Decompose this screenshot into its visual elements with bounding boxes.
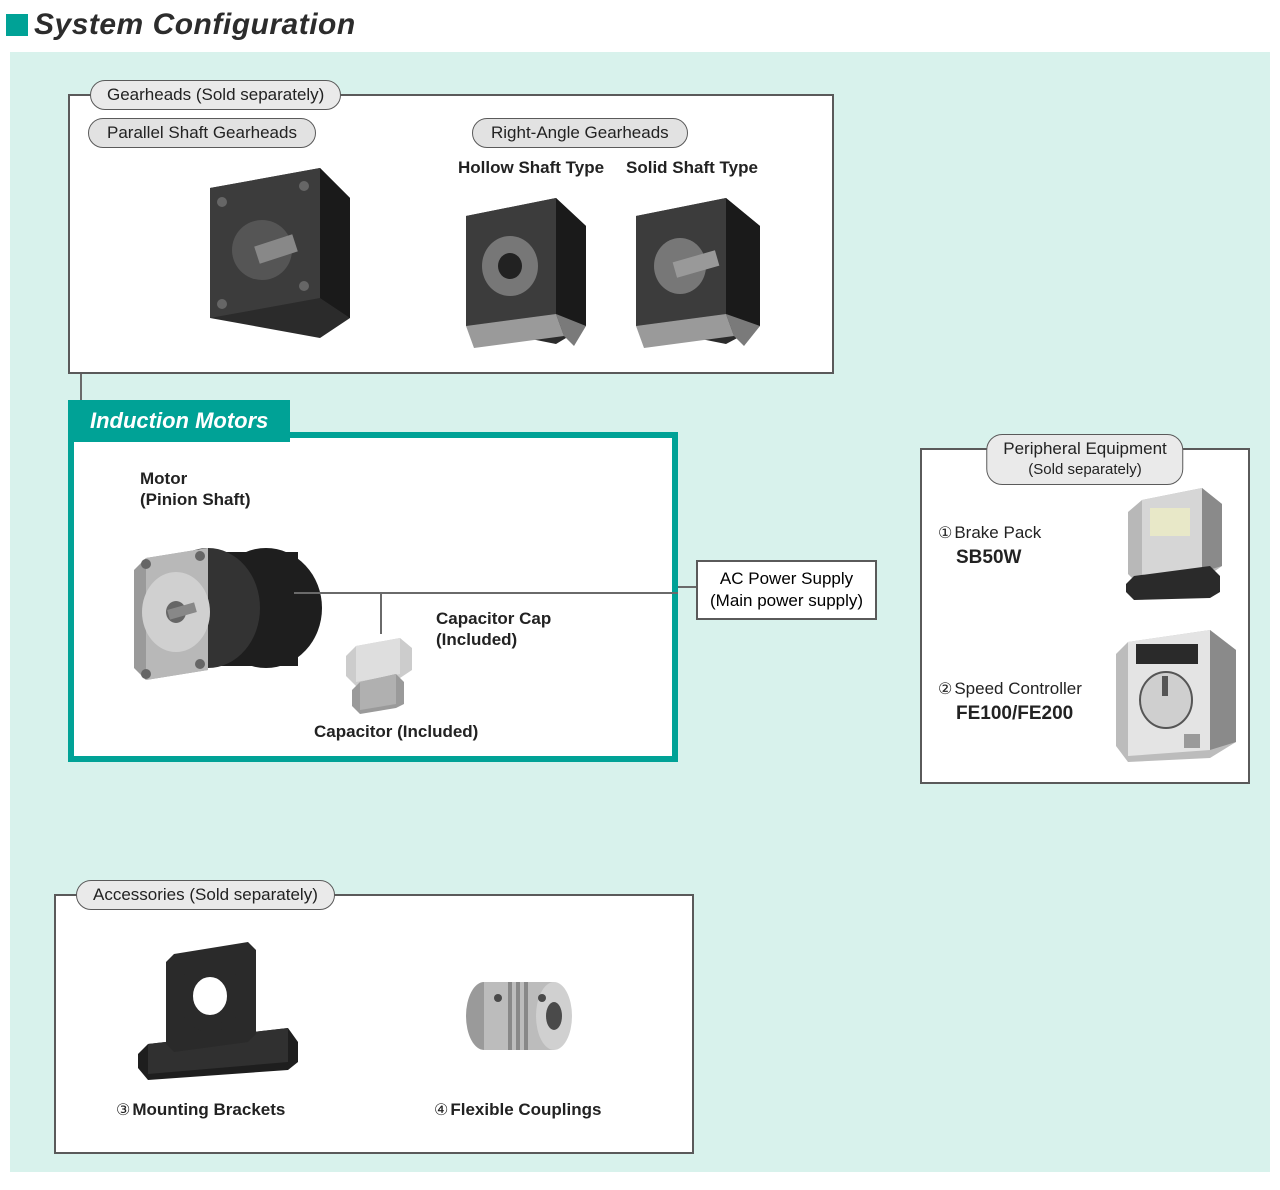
brake-pack-model: SB50W	[956, 547, 1021, 568]
page-title: System Configuration	[34, 8, 356, 42]
mounting-brackets-label: Mounting Brackets	[132, 1100, 285, 1119]
capacitor-cap-line1: Capacitor Cap	[436, 609, 551, 628]
flexible-couplings-num: ④	[434, 1100, 448, 1120]
power-line2: (Main power supply)	[710, 591, 863, 610]
brake-pack-label: Brake Pack	[954, 523, 1041, 542]
mounting-bracket-image	[128, 934, 308, 1084]
ac-power-supply-box: AC Power Supply (Main power supply)	[696, 560, 877, 620]
flexible-couplings-row: ④Flexible Couplings	[434, 1100, 601, 1120]
flexible-coupling-image	[454, 962, 584, 1072]
brake-pack-image	[1122, 480, 1232, 600]
gearheads-legend: Gearheads (Sold separately)	[90, 80, 341, 110]
flexible-couplings-label: Flexible Couplings	[450, 1100, 601, 1119]
parallel-gearhead-image	[180, 158, 370, 358]
hollow-shaft-label: Hollow Shaft Type	[458, 158, 604, 178]
motor-label-line2: (Pinion Shaft)	[140, 490, 250, 509]
motor-label: Motor (Pinion Shaft)	[140, 468, 250, 511]
capacitor-cap-label: Capacitor Cap (Included)	[436, 608, 551, 651]
motor-label-line1: Motor	[140, 469, 187, 488]
mounting-brackets-row: ③Mounting Brackets	[116, 1100, 285, 1120]
peripheral-legend-line1: Peripheral Equipment	[1003, 439, 1166, 458]
gearheads-group: Gearheads (Sold separately) Parallel Sha…	[68, 94, 834, 374]
speed-controller-row: ②Speed Controller FE100/FE200	[938, 678, 1082, 727]
peripheral-equipment-group: Peripheral Equipment (Sold separately) ①…	[920, 448, 1250, 784]
connector-motor-to-power	[294, 592, 678, 594]
accessories-group: Accessories (Sold separately) ③Mounting …	[54, 894, 694, 1154]
capacitor-label: Capacitor (Included)	[314, 722, 478, 742]
speed-controller-label: Speed Controller	[954, 679, 1082, 698]
parallel-shaft-label: Parallel Shaft Gearheads	[107, 123, 297, 142]
brake-pack-num: ①	[938, 523, 952, 545]
brake-pack-row: ①Brake Pack SB50W	[938, 522, 1041, 571]
hollow-shaft-gearhead-image	[446, 186, 596, 356]
right-angle-label: Right-Angle Gearheads	[491, 123, 669, 142]
accessories-legend: Accessories (Sold separately)	[76, 880, 335, 910]
power-line1: AC Power Supply	[720, 569, 853, 588]
diagram-canvas: Gearheads (Sold separately) Parallel Sha…	[10, 52, 1270, 1172]
speed-controller-image	[1114, 626, 1244, 766]
motor-image	[116, 508, 346, 718]
title-marker-icon	[6, 14, 28, 36]
parallel-shaft-pill: Parallel Shaft Gearheads	[88, 118, 316, 148]
induction-motors-tab: Induction Motors	[68, 400, 290, 442]
speed-controller-num: ②	[938, 679, 952, 701]
connector-induction-to-power	[678, 586, 696, 588]
solid-shaft-label: Solid Shaft Type	[626, 158, 758, 178]
induction-motors-group: Induction Motors Motor (Pinion Shaft)	[68, 432, 678, 762]
mounting-brackets-num: ③	[116, 1100, 130, 1120]
solid-shaft-gearhead-image	[610, 186, 770, 356]
capacitor-cap-line2: (Included)	[436, 630, 517, 649]
capacitor-image	[342, 628, 422, 714]
peripheral-legend: Peripheral Equipment (Sold separately)	[986, 434, 1183, 485]
right-angle-pill: Right-Angle Gearheads	[472, 118, 688, 148]
speed-controller-model: FE100/FE200	[956, 703, 1073, 724]
peripheral-legend-line2: (Sold separately)	[1028, 461, 1141, 478]
page-title-row: System Configuration	[0, 0, 1280, 52]
